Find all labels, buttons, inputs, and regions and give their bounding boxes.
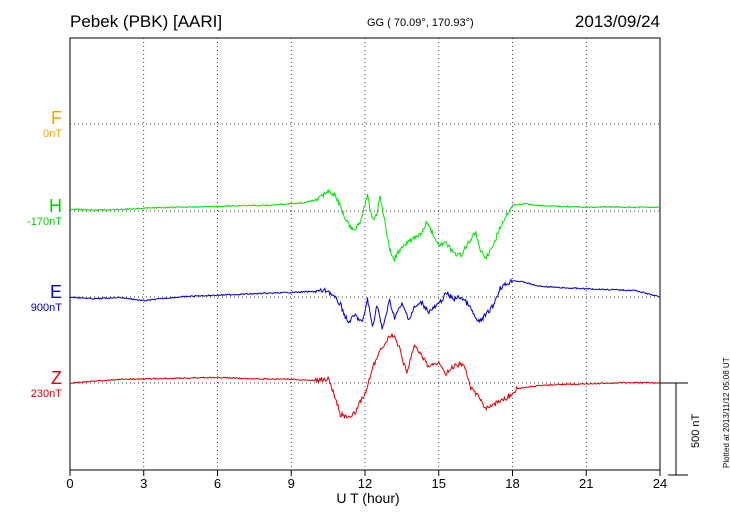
series-lines: [69, 187, 661, 419]
x-tick-label-0: 0: [66, 476, 73, 491]
plot-date: 2013/09/24: [574, 12, 660, 31]
x-tick-label-24: 24: [653, 476, 667, 491]
x-tick-label-18: 18: [505, 476, 519, 491]
legend-e: E 900nT: [2, 282, 62, 315]
series-baseline-h: -170nT: [27, 216, 62, 228]
legend-z: Z 230nT: [2, 368, 62, 401]
x-axis-label: U T (hour): [336, 490, 400, 506]
x-ticks: 0 3 6 9 12 15 18 21 24: [66, 470, 667, 491]
geographic-coordinates: GG ( 70.09°, 170.93°): [367, 17, 474, 29]
legend-f: F 0nT: [2, 108, 62, 141]
series-name-f: F: [51, 108, 62, 128]
series-baseline-e: 900nT: [30, 302, 62, 314]
series-name-h: H: [49, 196, 62, 216]
x-tick-label-12: 12: [358, 476, 372, 491]
grid-lines: [70, 38, 660, 470]
series-name-z: Z: [51, 368, 62, 388]
plotted-timestamp: Plotted at 2013/11/12 05:08 UT: [722, 357, 730, 468]
series-line-e: [69, 278, 661, 330]
x-tick-label-21: 21: [579, 476, 593, 491]
series-name-e: E: [49, 282, 62, 302]
x-tick-label-3: 3: [140, 476, 147, 491]
station-name: Pebek (PBK) [AARI]: [70, 12, 223, 31]
x-tick-label-15: 15: [432, 476, 446, 491]
series-line-z: [69, 333, 661, 419]
x-tick-label-6: 6: [214, 476, 221, 491]
x-tick-label-9: 9: [288, 476, 295, 491]
series-baseline-f: 0nT: [43, 128, 62, 140]
series-line-h: [69, 187, 661, 263]
series-baseline-z: 230nT: [30, 388, 62, 400]
scale-bar: [660, 382, 688, 476]
scale-bar-label: 500 nT: [690, 413, 702, 448]
legend-h: H -170nT: [2, 196, 62, 229]
